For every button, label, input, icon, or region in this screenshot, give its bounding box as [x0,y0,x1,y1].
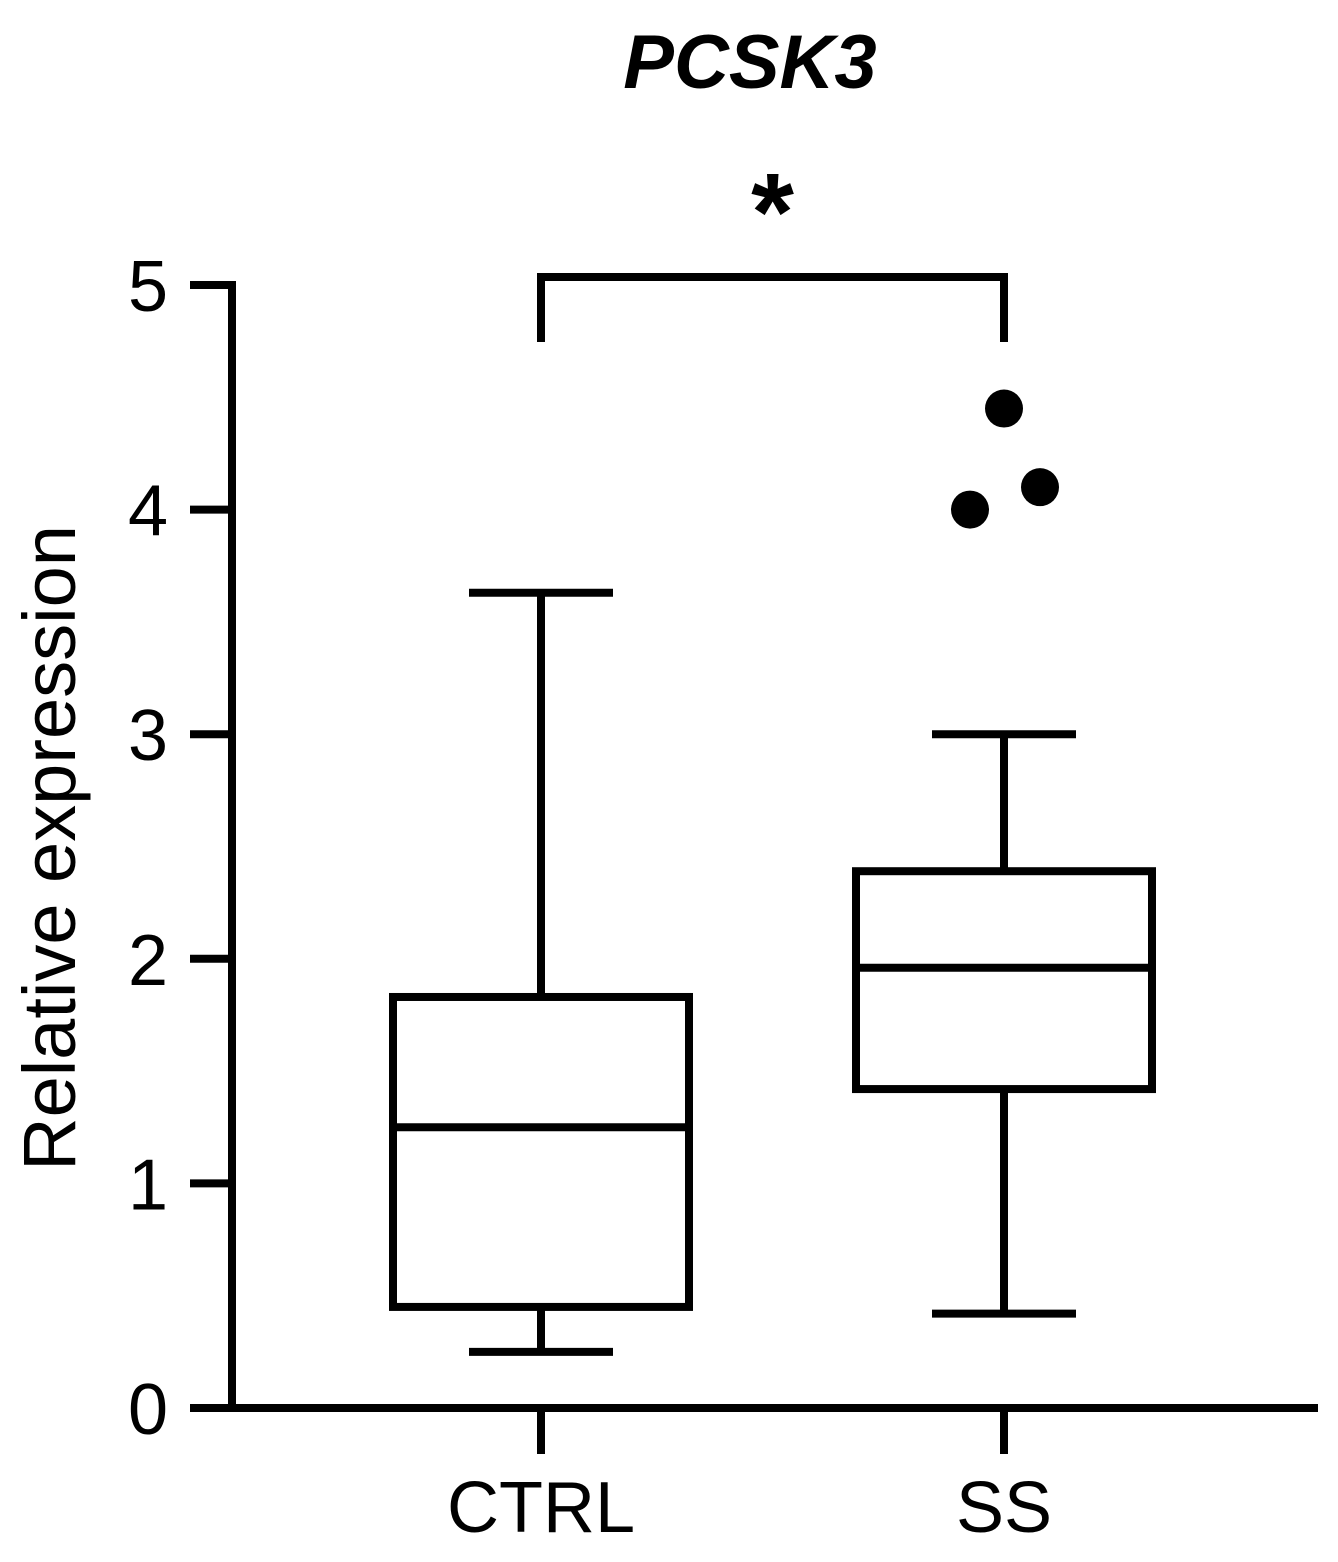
significance-bracket: * [537,151,1008,342]
outlier-point [951,490,989,529]
box-group-ctrl [389,588,693,1356]
outlier-point [985,389,1023,428]
bracket-line [537,273,1008,342]
y-tick-label: 0 [128,1370,168,1450]
y-tick-label: 1 [128,1145,168,1225]
iqr-box [389,992,693,1311]
chart-title: PCSK3 [623,20,876,105]
box-group-ss [852,389,1156,1318]
y-tick-label: 2 [128,921,168,1001]
plot-area: * [389,151,1156,1356]
outlier-point [1021,468,1059,507]
y-axis-label: Relative expression [8,525,91,1171]
y-tick-label: 3 [128,696,168,776]
x-tick-label: SS [956,1468,1052,1548]
y-tick-label: 5 [128,247,168,327]
significance-label: * [751,151,794,274]
y-tick-label: 4 [128,472,168,552]
iqr-box [852,867,1156,1094]
axes: 0 1 2 3 4 5 CTRL SS [128,247,1318,1548]
x-tick-label: CTRL [447,1468,635,1548]
